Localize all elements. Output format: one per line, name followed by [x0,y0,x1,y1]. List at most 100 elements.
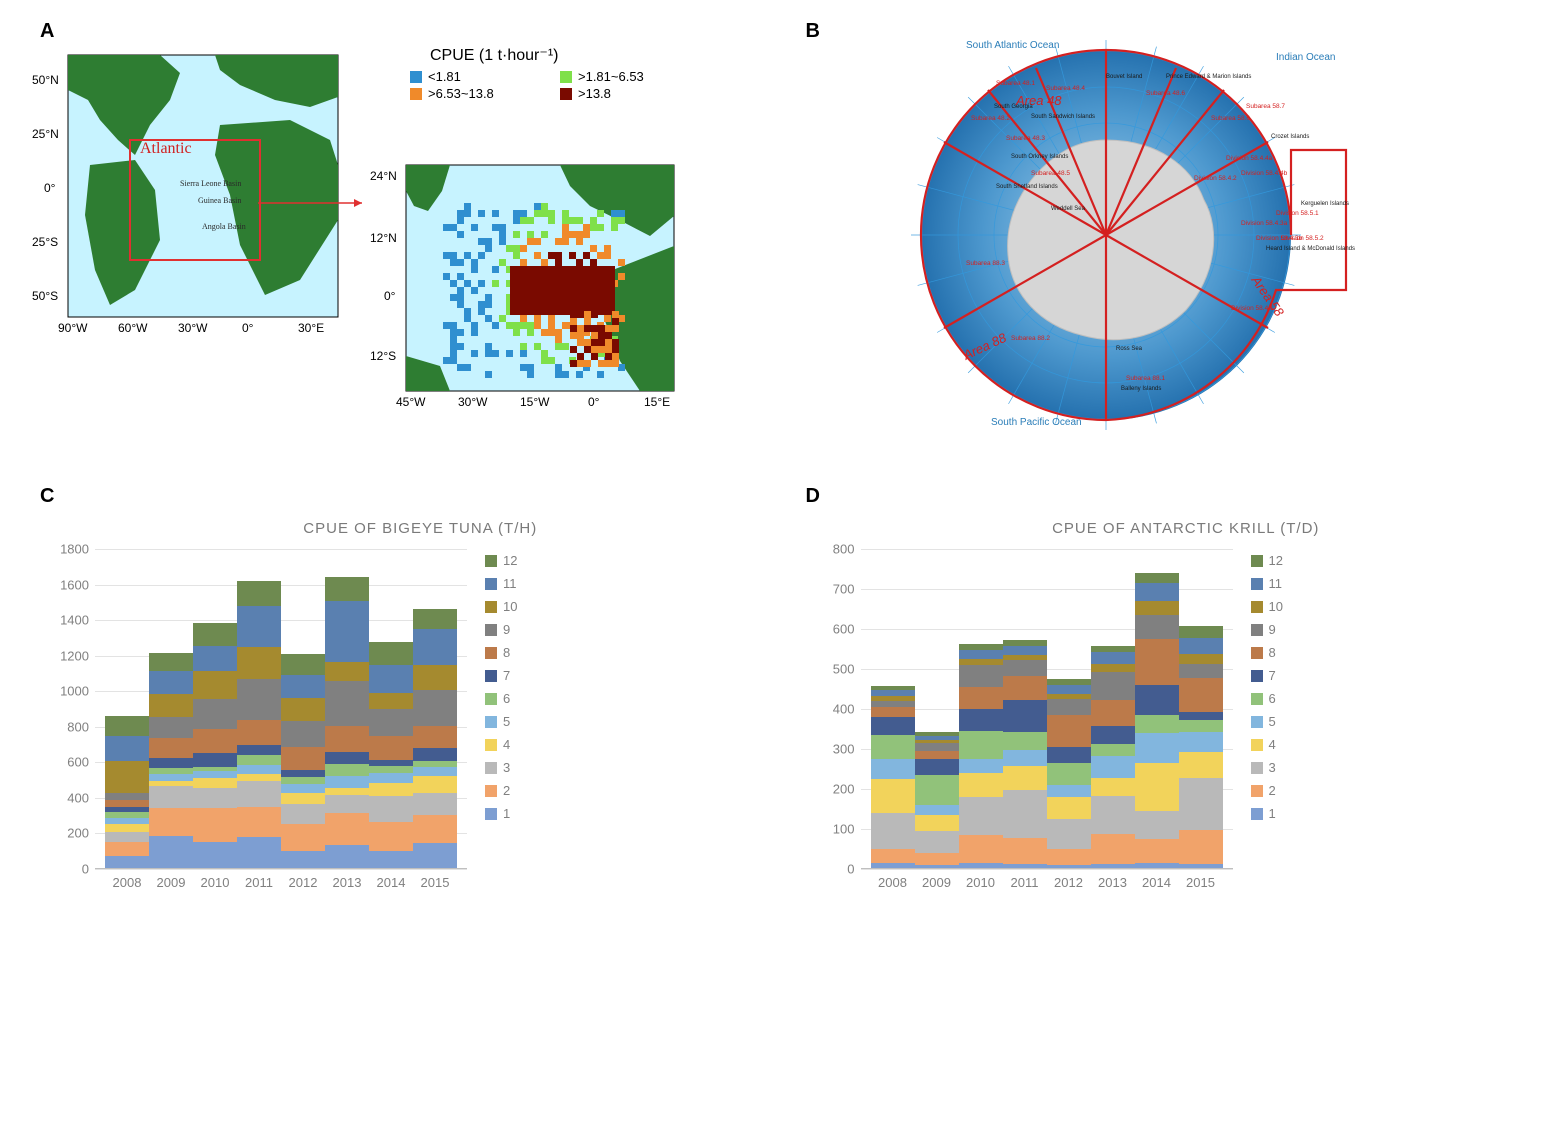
segment-8 [1003,676,1047,700]
segment-11 [281,675,325,698]
segment-1 [915,865,959,868]
a-xtick: 90°W [58,321,87,335]
segment-10 [1135,601,1179,615]
segment-6 [281,777,325,784]
segment-5 [1179,732,1223,752]
segment-2 [193,808,237,842]
a-ytick: 0° [44,181,55,195]
chart-c-plot: 020040060080010001200140016001800 [95,549,467,869]
chart-d-legend: 121110987654321 [1251,549,1283,890]
bar-2015 [1179,626,1223,868]
map-atlantic-zoom-wrap: CPUE (1 t·hour⁻¹) <1.81>1.81~6.53>6.53~1… [380,45,680,411]
legend-item-3: 3 [485,760,517,775]
segment-5 [959,759,1003,773]
segment-5 [149,774,193,781]
segment-2 [325,813,369,845]
x-tick-label: 2008 [105,875,149,890]
segment-1 [871,863,915,868]
legend-item-12: 12 [1251,553,1283,568]
segment-12 [1135,573,1179,583]
legend-item-6: 6 [1251,691,1283,706]
segment-7 [959,709,1003,731]
segment-10 [1091,664,1135,672]
segment-5 [281,784,325,794]
segment-4 [1135,763,1179,811]
segment-3 [915,831,959,853]
bar-2010 [193,623,237,868]
x-tick-label: 2009 [915,875,959,890]
a-xtick: 30°E [298,321,324,335]
segment-10 [325,662,369,682]
svg-text:South Shetland Islands: South Shetland Islands [996,184,1058,190]
segment-12 [325,577,369,602]
y-tick-label: 0 [819,862,855,877]
a-xtick: 60°W [118,321,147,335]
segment-8 [149,738,193,758]
y-tick-label: 200 [53,826,89,841]
segment-1 [237,837,281,868]
segment-7 [1179,712,1223,720]
x-tick-label: 2011 [1003,875,1047,890]
y-tick-label: 300 [819,742,855,757]
segment-5 [237,765,281,774]
basin-angola: Angola Basin [202,223,246,232]
segment-12 [105,716,149,736]
segment-1 [193,842,237,868]
basin-guinea: Guinea Basin [198,197,241,206]
segment-6 [1047,763,1091,785]
legend-item-11: 11 [485,576,517,591]
atlantic-text: Atlantic [140,140,192,158]
a-ytick: 50°S [32,289,58,303]
segment-8 [915,751,959,759]
svg-text:Subarea 58.6: Subarea 58.6 [1211,115,1250,122]
x-tick-label: 2014 [369,875,413,890]
legend-item-7: 7 [485,668,517,683]
segment-3 [149,786,193,807]
az-xtick: 45°W [396,395,425,409]
segment-1 [1135,863,1179,868]
a-ytick: 50°N [32,73,59,87]
panel-d: D CPUE OF ANTARCTIC KRILL (T/D) 01002003… [806,485,1512,890]
segment-9 [105,793,149,800]
svg-text:Weddell Sea: Weddell Sea [1051,206,1086,212]
x-tick-label: 2012 [1047,875,1091,890]
segment-9 [149,717,193,738]
segment-9 [413,690,457,726]
svg-text:Subarea 48.3: Subarea 48.3 [1006,135,1045,142]
az-ytick: 24°N [370,169,397,183]
segment-5 [369,773,413,783]
legend-item-1: 1 [1251,806,1283,821]
segment-5 [325,776,369,788]
a-ytick: 25°S [32,235,58,249]
segment-6 [871,735,915,759]
y-tick-label: 1600 [53,577,89,592]
segment-5 [193,771,237,778]
segment-5 [1091,756,1135,778]
y-tick-label: 800 [819,542,855,557]
segment-6 [1179,720,1223,732]
bar-2012 [1047,679,1091,868]
az-ytick: 12°N [370,231,397,245]
segment-12 [281,654,325,675]
segment-3 [281,804,325,824]
y-tick-label: 600 [819,622,855,637]
legend-item-9: 9 [485,622,517,637]
segment-11 [193,646,237,671]
segment-2 [1135,839,1179,863]
segment-9 [1179,664,1223,678]
legend-item-3: 3 [1251,760,1283,775]
legend-item-2: 2 [485,783,517,798]
segment-4 [237,774,281,781]
segment-9 [237,679,281,720]
chart-d-plot: 0100200300400500600700800 [861,549,1233,869]
svg-text:Subarea 48.5: Subarea 48.5 [1031,170,1070,177]
segment-12 [1179,626,1223,638]
segment-9 [959,665,1003,687]
segment-7 [193,753,237,767]
az-xtick: 0° [588,395,599,409]
legend-item-4: 4 [485,737,517,752]
segment-9 [281,721,325,748]
segment-10 [105,761,149,793]
x-tick-label: 2008 [871,875,915,890]
svg-text:Heard Island & McDonald Island: Heard Island & McDonald Islands [1266,246,1355,252]
